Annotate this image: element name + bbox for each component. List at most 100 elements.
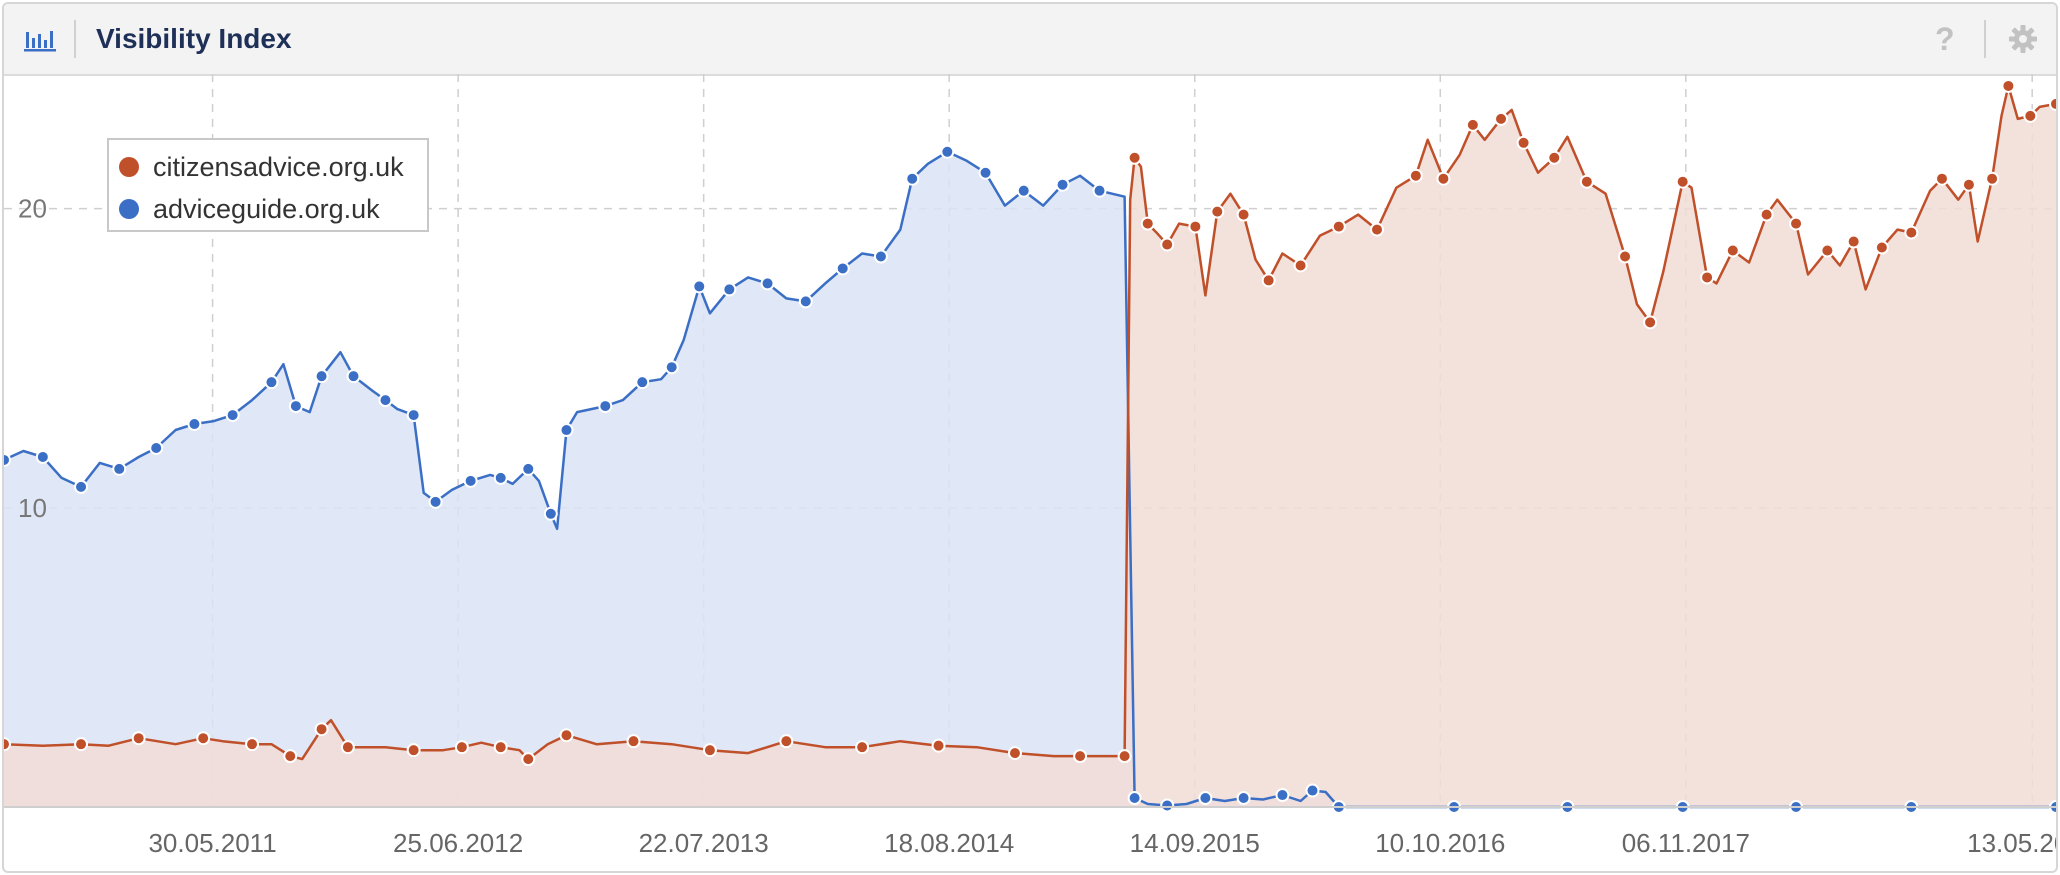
data-point xyxy=(1547,150,1562,165)
data-point xyxy=(1007,746,1022,761)
data-point xyxy=(428,494,443,509)
data-point xyxy=(905,171,920,186)
y-tick-label: 10 xyxy=(18,493,47,523)
data-point xyxy=(722,282,737,297)
data-point xyxy=(1198,791,1213,806)
data-point xyxy=(1210,204,1225,219)
data-point xyxy=(74,479,89,494)
data-point xyxy=(1935,171,1949,186)
data-point xyxy=(283,749,298,764)
data-point xyxy=(1618,249,1633,264)
header-divider-right xyxy=(1984,20,1986,58)
series-area-0 xyxy=(4,86,2056,807)
data-point xyxy=(2023,108,2038,123)
data-point xyxy=(1236,791,1251,806)
data-point xyxy=(940,144,955,159)
data-point xyxy=(1985,171,2000,186)
data-point xyxy=(112,461,127,476)
legend-item-adviceguide[interactable]: adviceguide.org.uk xyxy=(119,190,380,228)
data-point xyxy=(288,399,303,414)
data-point xyxy=(1494,111,1509,126)
data-point xyxy=(4,452,11,467)
data-point xyxy=(1846,234,1861,249)
x-tick-label: 14.09.2015 xyxy=(1130,828,1260,858)
data-point xyxy=(1127,150,1142,165)
data-point xyxy=(264,375,279,390)
data-point xyxy=(1236,207,1251,222)
data-point xyxy=(1127,791,1142,806)
x-tick-label: 13.05.2019 xyxy=(1967,828,2056,858)
legend-item-citizensadvice[interactable]: citizensadvice.org.uk xyxy=(119,148,404,186)
data-point xyxy=(493,470,508,485)
data-point xyxy=(1465,117,1480,132)
legend-label-citizensadvice: citizensadvice.org.uk xyxy=(153,151,404,182)
data-point xyxy=(406,743,421,758)
data-point xyxy=(1140,216,1155,231)
data-point xyxy=(1961,177,1976,192)
legend-label-adviceguide: adviceguide.org.uk xyxy=(153,193,380,224)
data-point xyxy=(1436,171,1451,186)
data-point xyxy=(1117,749,1132,764)
data-point xyxy=(1293,258,1308,273)
data-point xyxy=(559,728,574,743)
data-point xyxy=(702,743,717,758)
x-tick-label: 06.11.2017 xyxy=(1622,828,1750,858)
data-point xyxy=(131,731,146,746)
data-point xyxy=(1408,168,1423,183)
widget-header: Visibility Index ? xyxy=(4,4,2056,76)
legend-dot-adviceguide xyxy=(119,199,139,219)
data-point xyxy=(4,737,11,752)
data-point xyxy=(1820,243,1835,258)
series-area-1 xyxy=(4,151,2056,808)
chart-legend: citizensadvice.org.uk adviceguide.org.uk xyxy=(107,138,429,232)
data-point xyxy=(463,473,478,488)
data-point xyxy=(493,740,508,755)
data-point xyxy=(692,279,707,294)
data-point xyxy=(978,165,993,180)
data-point xyxy=(798,294,813,309)
data-point xyxy=(931,738,946,753)
data-point xyxy=(2001,78,2016,93)
visibility-chart: 10 20 30.05.2011 25.06.2012 22.07.2013 18.08.… xyxy=(4,74,2056,858)
data-point xyxy=(635,375,650,390)
data-point xyxy=(1261,273,1276,288)
data-point xyxy=(187,417,202,432)
data-point xyxy=(245,737,260,752)
data-point xyxy=(779,734,794,749)
data-point xyxy=(543,506,558,521)
widget-title: Visibility Index xyxy=(96,23,292,54)
gear-icon[interactable] xyxy=(2008,24,2038,54)
data-point xyxy=(314,722,329,737)
data-point xyxy=(454,740,469,755)
data-point xyxy=(1331,219,1346,234)
data-point xyxy=(1579,174,1594,189)
bar-chart-icon[interactable] xyxy=(24,28,56,52)
data-point xyxy=(346,369,361,384)
data-point xyxy=(1370,222,1385,237)
header-divider xyxy=(74,20,76,58)
data-point xyxy=(2049,96,2056,111)
data-point xyxy=(664,360,679,375)
x-tick-label: 25.06.2012 xyxy=(393,828,523,858)
x-tick-label: 10.10.2016 xyxy=(1375,828,1505,858)
data-point xyxy=(855,740,870,755)
data-point xyxy=(378,393,393,408)
y-tick-label: 20 xyxy=(18,194,47,224)
data-point xyxy=(1789,216,1804,231)
data-point xyxy=(521,461,536,476)
data-point xyxy=(873,249,888,264)
data-point xyxy=(835,261,850,276)
data-point xyxy=(1904,225,1919,240)
data-point xyxy=(1092,183,1107,198)
data-point xyxy=(1874,240,1889,255)
question-mark-icon[interactable]: ? xyxy=(1935,21,1955,57)
data-point xyxy=(35,449,50,464)
data-point xyxy=(1275,788,1290,803)
data-point xyxy=(1759,207,1774,222)
data-point xyxy=(314,369,329,384)
data-point xyxy=(1675,174,1690,189)
x-tick-label: 22.07.2013 xyxy=(639,828,769,858)
data-point xyxy=(1643,315,1658,330)
data-point xyxy=(1160,798,1175,813)
